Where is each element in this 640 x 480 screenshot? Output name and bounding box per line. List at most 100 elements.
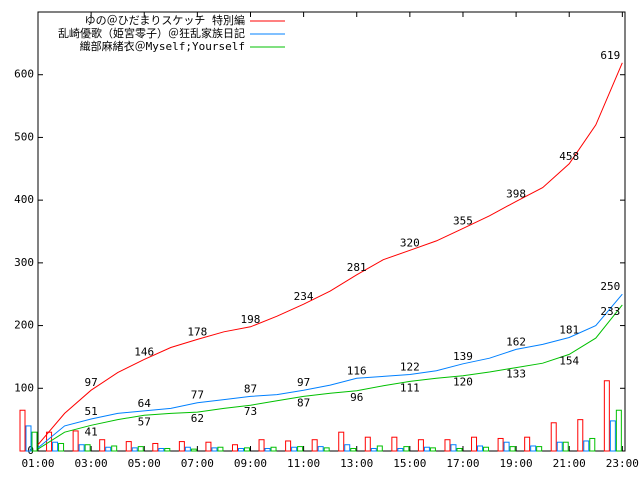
x-tick-label: 17:00 — [446, 457, 479, 470]
count-bar — [164, 447, 171, 452]
x-tick-label: 09:00 — [234, 457, 267, 470]
count-bar — [524, 436, 531, 452]
value-label: 62 — [191, 412, 204, 425]
count-bar — [285, 440, 292, 452]
count-bar — [311, 439, 318, 452]
count-bar — [562, 441, 569, 452]
count-bar — [450, 444, 457, 452]
value-label: 355 — [453, 214, 473, 227]
value-label: 320 — [400, 236, 420, 249]
value-label: 51 — [84, 405, 97, 418]
count-bar — [323, 447, 330, 452]
value-label: 154 — [559, 354, 579, 367]
count-bar — [477, 445, 484, 452]
count-bar — [417, 439, 424, 452]
count-bar — [190, 448, 197, 452]
count-bar — [258, 439, 265, 452]
count-bar — [99, 439, 106, 452]
value-label: 120 — [453, 376, 473, 389]
x-tick-label: 01:00 — [21, 457, 54, 470]
count-bar — [403, 446, 410, 452]
x-tick-label: 11:00 — [287, 457, 320, 470]
count-bar — [350, 447, 357, 452]
count-bar — [556, 441, 563, 452]
x-tick-label: 21:00 — [553, 457, 586, 470]
count-bar — [231, 444, 238, 452]
count-bar — [397, 447, 404, 452]
x-tick-label: 19:00 — [500, 457, 533, 470]
value-label: 133 — [506, 368, 526, 381]
count-bar — [52, 441, 59, 452]
value-label: 139 — [453, 350, 473, 363]
plot-frame — [37, 11, 626, 452]
value-label: 73 — [244, 405, 257, 418]
value-label: 234 — [294, 290, 314, 303]
value-label: 198 — [241, 313, 261, 326]
count-bar — [137, 446, 144, 452]
value-label: 96 — [350, 391, 363, 404]
count-bar — [550, 422, 557, 452]
count-bar — [471, 436, 478, 452]
value-label: 116 — [347, 364, 367, 377]
value-label: 87 — [244, 382, 257, 395]
count-bar — [178, 441, 185, 452]
legend-label: 織部麻緒衣＠Myself;Yourself — [80, 39, 245, 53]
y-tick-label: 300 — [14, 256, 34, 269]
count-bar — [509, 446, 516, 452]
value-label: 64 — [138, 397, 152, 410]
y-tick-label: 400 — [14, 193, 34, 206]
count-bar — [217, 446, 224, 452]
count-bar — [237, 447, 244, 452]
y-tick-label: 200 — [14, 319, 34, 332]
value-label: 250 — [600, 280, 620, 293]
count-bar — [72, 430, 79, 452]
count-bar — [111, 445, 118, 452]
value-label: 57 — [138, 415, 151, 428]
count-bar — [317, 446, 324, 452]
count-bar — [530, 445, 537, 452]
value-label: 398 — [506, 187, 526, 200]
x-tick-label: 07:00 — [181, 457, 214, 470]
count-bar — [58, 442, 65, 452]
legend-label: 乱崎優歌（姫宮零子）＠狂乱家族日記 — [58, 26, 245, 40]
x-tick-label: 03:00 — [75, 457, 108, 470]
count-bar — [503, 441, 510, 452]
series-line — [37, 293, 623, 449]
value-label: 233 — [600, 305, 620, 318]
count-bar — [78, 444, 85, 452]
count-bar — [603, 380, 610, 452]
y-tick-label: 100 — [14, 381, 34, 394]
value-label: 111 — [400, 381, 420, 394]
count-bar — [211, 447, 218, 452]
value-label: 146 — [134, 345, 154, 358]
series-line — [37, 304, 623, 450]
value-label: 458 — [559, 150, 579, 163]
count-bar — [364, 436, 371, 452]
count-bar — [105, 446, 112, 452]
value-label: 77 — [191, 389, 204, 402]
value-label: 87 — [297, 396, 310, 409]
count-bar — [152, 442, 159, 452]
legend-label: ゆの＠ひだまりスケッチ 特別編 — [85, 13, 245, 27]
x-tick-label: 05:00 — [128, 457, 161, 470]
count-bar — [205, 441, 212, 452]
value-label: 181 — [559, 323, 579, 336]
value-label: 178 — [187, 325, 207, 338]
y-tick-label: 500 — [14, 130, 34, 143]
count-bar — [31, 431, 38, 452]
value-label: 122 — [400, 360, 420, 373]
count-bar — [456, 447, 463, 452]
count-bar — [184, 446, 191, 452]
count-bar — [344, 444, 351, 452]
x-tick-label: 23:00 — [606, 457, 639, 470]
value-label: 619 — [600, 49, 620, 62]
count-bar — [19, 409, 26, 452]
count-bar — [264, 447, 271, 452]
count-bar — [483, 446, 490, 452]
count-bar — [291, 446, 298, 452]
count-bar — [429, 447, 436, 452]
count-bar — [577, 419, 584, 452]
count-bar — [583, 440, 590, 452]
count-bar — [25, 425, 32, 452]
count-bar — [270, 446, 277, 452]
